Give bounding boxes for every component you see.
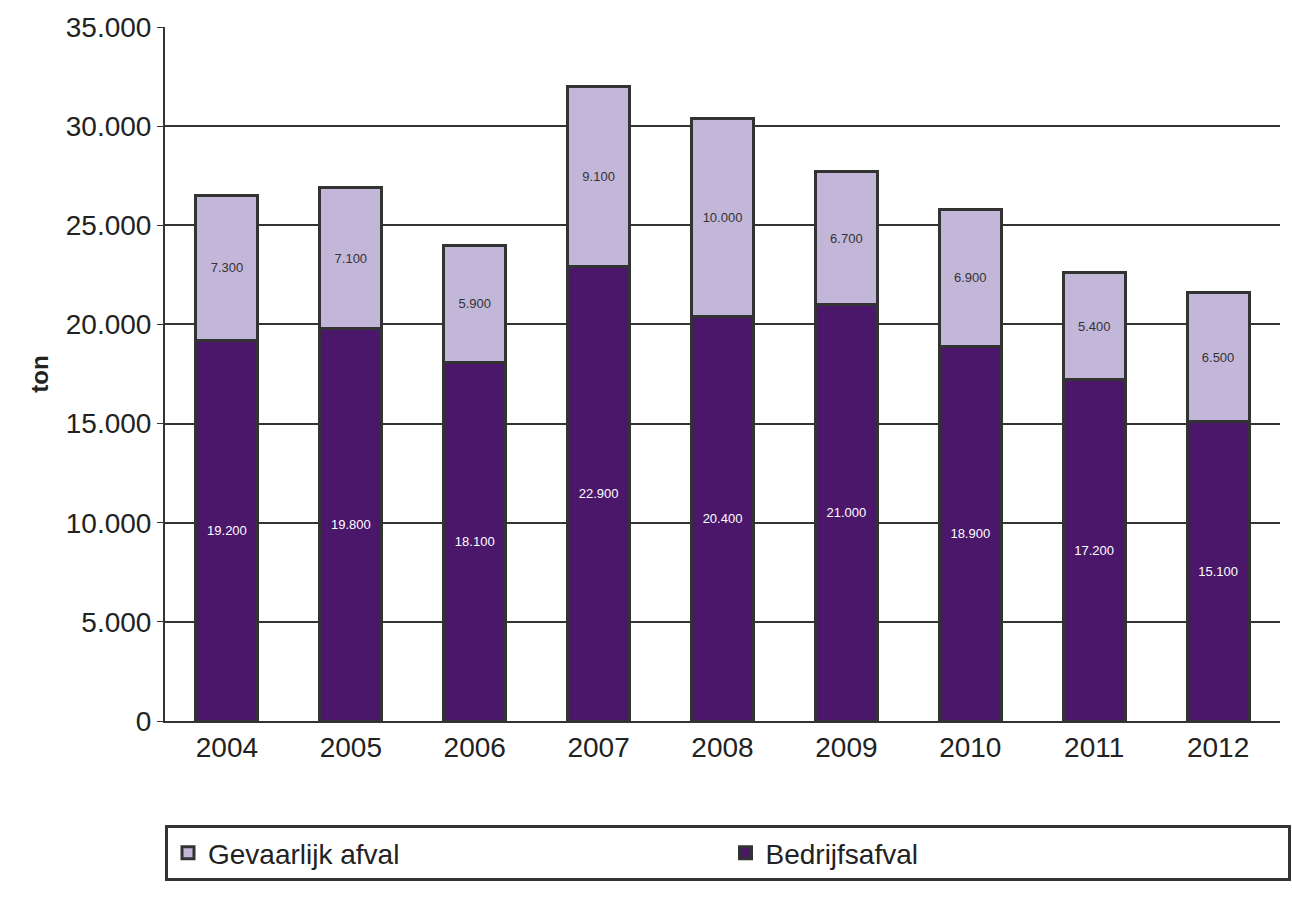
svg-text:20.000: 20.000 bbox=[66, 309, 152, 340]
svg-text:2010: 2010 bbox=[939, 732, 1001, 763]
svg-text:2008: 2008 bbox=[691, 732, 753, 763]
svg-text:10.000: 10.000 bbox=[66, 508, 152, 539]
svg-text:25.000: 25.000 bbox=[66, 210, 152, 241]
svg-text:5.900: 5.900 bbox=[458, 296, 491, 311]
svg-text:21.000: 21.000 bbox=[827, 505, 867, 520]
svg-text:15.000: 15.000 bbox=[66, 408, 152, 439]
svg-text:30.000: 30.000 bbox=[66, 111, 152, 142]
svg-text:2006: 2006 bbox=[444, 732, 506, 763]
svg-text:2005: 2005 bbox=[320, 732, 382, 763]
svg-text:ton: ton bbox=[26, 355, 53, 392]
svg-text:7.300: 7.300 bbox=[211, 260, 244, 275]
svg-text:20.400: 20.400 bbox=[703, 511, 743, 526]
svg-text:2004: 2004 bbox=[196, 732, 258, 763]
svg-text:0: 0 bbox=[136, 706, 152, 737]
svg-text:18.900: 18.900 bbox=[950, 526, 990, 541]
svg-text:6.500: 6.500 bbox=[1202, 350, 1235, 365]
svg-text:19.200: 19.200 bbox=[207, 523, 247, 538]
svg-text:10.000: 10.000 bbox=[703, 210, 743, 225]
svg-text:2012: 2012 bbox=[1187, 732, 1249, 763]
svg-text:18.100: 18.100 bbox=[455, 534, 495, 549]
svg-text:35.000: 35.000 bbox=[66, 12, 152, 43]
svg-text:17.200: 17.200 bbox=[1074, 543, 1114, 558]
svg-text:5.000: 5.000 bbox=[81, 607, 151, 638]
svg-text:9.100: 9.100 bbox=[582, 169, 615, 184]
svg-text:5.400: 5.400 bbox=[1078, 319, 1111, 334]
svg-text:7.100: 7.100 bbox=[335, 251, 368, 266]
svg-text:6.700: 6.700 bbox=[830, 231, 863, 246]
svg-text:Gevaarlijk afval: Gevaarlijk afval bbox=[208, 839, 399, 870]
svg-text:2011: 2011 bbox=[1064, 732, 1124, 763]
svg-text:Bedrijfsafval: Bedrijfsafval bbox=[766, 839, 919, 870]
svg-text:2007: 2007 bbox=[567, 732, 629, 763]
svg-text:6.900: 6.900 bbox=[954, 270, 987, 285]
svg-text:22.900: 22.900 bbox=[579, 486, 619, 501]
svg-text:19.800: 19.800 bbox=[331, 517, 371, 532]
svg-text:15.100: 15.100 bbox=[1198, 564, 1238, 579]
svg-text:2009: 2009 bbox=[815, 732, 877, 763]
